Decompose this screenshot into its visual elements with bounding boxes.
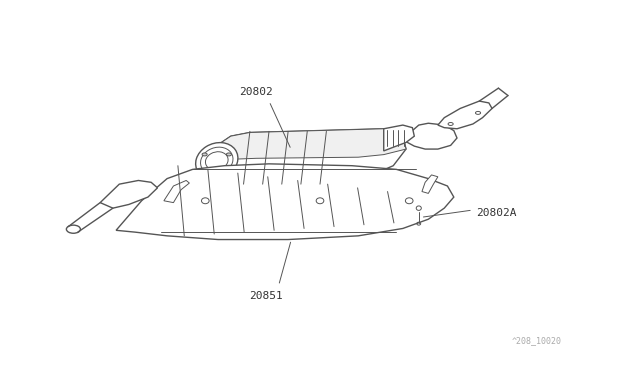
Text: 20802: 20802: [239, 87, 273, 97]
Polygon shape: [384, 125, 414, 151]
Text: 20802A: 20802A: [476, 208, 516, 218]
Polygon shape: [164, 180, 189, 203]
Ellipse shape: [202, 153, 207, 156]
Ellipse shape: [196, 142, 238, 179]
Polygon shape: [116, 164, 454, 240]
Polygon shape: [403, 123, 457, 149]
Polygon shape: [193, 129, 406, 187]
Polygon shape: [212, 129, 406, 160]
Text: 20851: 20851: [249, 291, 283, 301]
Ellipse shape: [214, 172, 220, 175]
Polygon shape: [422, 175, 438, 193]
Polygon shape: [100, 180, 157, 208]
Ellipse shape: [227, 153, 232, 156]
Polygon shape: [438, 101, 492, 129]
Text: ^208_10020: ^208_10020: [512, 336, 562, 345]
